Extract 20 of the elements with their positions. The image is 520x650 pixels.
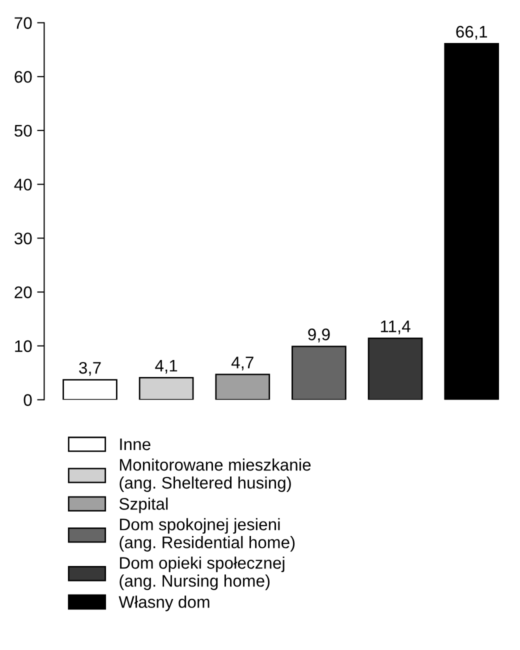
- data-label: 9,9: [308, 328, 330, 342]
- y-tick-label: 60: [14, 71, 32, 83]
- y-tick-label: 70: [14, 17, 32, 29]
- legend-label: Dom opieki społecznej (ang. Nursing home): [120, 556, 284, 590]
- legend-label: Dom spokojnej jesieni (ang. Residential home): [120, 518, 295, 552]
- data-label: 4,7: [231, 356, 254, 370]
- legend-label: Własny dom: [118, 596, 210, 612]
- data-label: 3,7: [79, 362, 101, 376]
- y-tick-label: 0: [24, 394, 32, 406]
- legend-label: Monitorowane mieszkanie (ang. Sheltered husing): [120, 458, 311, 492]
- y-tick-label: 20: [14, 286, 32, 298]
- y-tick-label: 10: [15, 340, 32, 352]
- legend-label: Szpital: [119, 498, 168, 514]
- data-label: 11,4: [380, 320, 410, 334]
- y-tick-label: 30: [14, 232, 32, 244]
- y-tick-label: 50: [14, 124, 32, 137]
- data-label: 4,1: [155, 360, 178, 374]
- data-label: 66,1: [456, 26, 488, 40]
- legend-label: Inne: [120, 438, 150, 450]
- y-tick-label: 40: [14, 178, 32, 191]
